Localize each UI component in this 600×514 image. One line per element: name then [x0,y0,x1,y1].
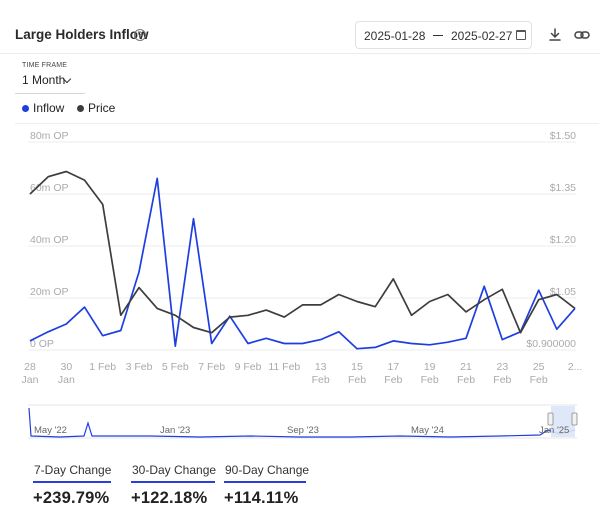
tab-underline-7-day [33,481,111,483]
x-tick-label-line2: Feb [457,374,475,386]
navigator-handle-left [547,412,554,426]
navigator-label: May '24 [411,425,444,436]
tab-30-day-change[interactable]: 30-Day Change [132,463,217,477]
y-right-tick-label: $1.50 [550,130,576,142]
x-tick-label: 1 Feb [89,361,116,373]
date-range-picker[interactable]: 2025-01-28 2025-02-27 [355,21,532,49]
download-icon[interactable] [547,27,563,43]
date-end-input[interactable]: 2025-02-27 [451,29,513,43]
y-left-tick-label: 20m OP [30,286,69,298]
x-tick-label-line2: Feb [312,374,330,386]
series-line-inflow [29,177,576,350]
question-circle-icon[interactable]: ? [134,29,146,41]
x-tick-label-line2: Feb [421,374,439,386]
x-tick-label-line2: Feb [530,374,548,386]
x-tick-label: 9 Feb [235,361,262,373]
navigator-label: May '22 [34,425,67,436]
x-tick-label: 23 [496,361,508,373]
change-value-30-day: +122.18% [131,489,208,507]
x-tick-label: 19 [424,361,436,373]
chart-top-border [15,123,599,124]
timeframe-underline [15,93,85,94]
series-line-price [29,170,576,334]
navigator-label: Jan '23 [160,425,190,436]
legend-price[interactable]: Price [88,101,116,115]
x-tick-label: 28 [24,361,36,373]
navigator-label: Sep '23 [287,425,319,436]
tab-underline-30-day [131,481,215,483]
change-value-90-day: +114.11% [224,489,299,507]
timeframe-select[interactable]: 1 Month [22,73,66,87]
y-left-tick-label: 80m OP [30,130,69,142]
x-tick-label: 25 [533,361,545,373]
x-tick-label: 17 [387,361,399,373]
date-start-input[interactable]: 2025-01-28 [364,29,426,43]
calendar-icon[interactable] [516,30,526,40]
tab-90-day-change[interactable]: 90-Day Change [225,463,310,477]
page-title: Large Holders Inflow [15,27,149,42]
x-tick-label-line2: Jan [22,374,39,386]
x-tick-label: 3 Feb [126,361,153,373]
y-right-tick-label: $1.20 [550,234,576,246]
y-right-tick-label: $1.35 [550,182,576,194]
x-tick-label: 30 [60,361,72,373]
x-tick-label-line2: Feb [348,374,366,386]
x-tick-label: 11 Feb [268,361,300,373]
legend-dot-price [77,105,84,112]
tab-underline-90-day [224,481,306,483]
navigator-selection [551,406,575,437]
y-left-tick-label: 0 OP [30,338,54,350]
x-tick-label-line2: Jan [58,374,75,386]
navigator-handle-right [571,412,578,426]
timeframe-label: TIME FRAME [22,62,68,69]
x-tick-label: 13 [315,361,327,373]
change-value-7-day: +239.79% [33,489,110,507]
x-tick-label: 2... [568,361,583,373]
legend-inflow[interactable]: Inflow [33,101,65,115]
y-left-tick-label: 40m OP [30,234,69,246]
x-tick-label: 21 [460,361,472,373]
x-tick-label-line2: Feb [493,374,511,386]
x-tick-label: 7 Feb [198,361,225,373]
widget-header: Large Holders Inflow ? 2025-01-28 2025-0… [0,0,600,54]
x-tick-label-line2: Feb [384,374,402,386]
x-tick-label: 5 Feb [162,361,189,373]
x-tick-label: 15 [351,361,363,373]
link-icon[interactable] [574,28,590,42]
date-separator [433,35,443,37]
legend-dot-inflow [22,105,29,112]
navigator-series-line [28,407,576,438]
navigator-label: Jan '25 [539,425,569,436]
y-right-tick-label: $0.900000 [526,338,576,350]
tab-7-day-change[interactable]: 7-Day Change [34,463,112,477]
